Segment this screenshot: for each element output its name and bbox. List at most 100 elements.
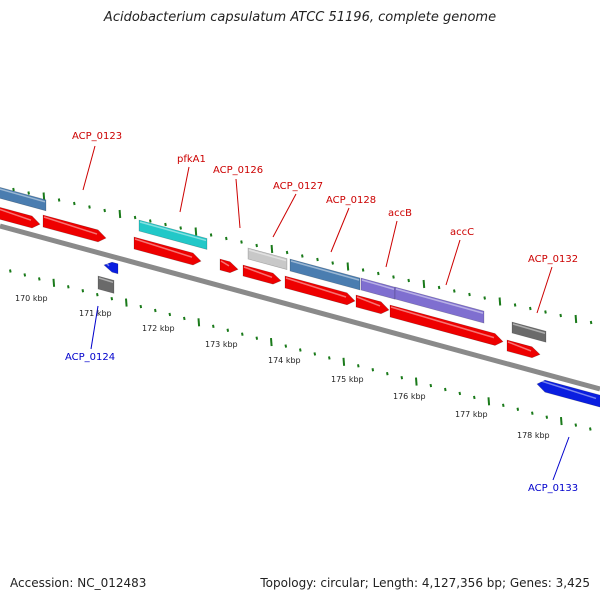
gene-feature (219, 258, 239, 274)
gene-label: ACP_0127 (273, 181, 323, 192)
ruler-tick (316, 257, 319, 262)
gene-label: accC (450, 227, 474, 238)
ruler-tick (73, 201, 76, 206)
gene-feature (394, 286, 485, 324)
gene-feature (536, 379, 600, 408)
ruler-tick (110, 296, 114, 301)
gene-highlight (537, 379, 597, 400)
gene-highlight (243, 266, 273, 279)
ruler-tick (468, 292, 471, 297)
ruler-tick (516, 407, 520, 411)
genome-summary-text: Topology: circular; Length: 4,127,356 bp… (260, 576, 590, 590)
gene-label: ACP_0133 (528, 483, 578, 494)
gene-highlight (507, 341, 532, 352)
ruler-tick (96, 293, 99, 297)
ruler-tick (574, 423, 578, 427)
gene-highlight (285, 277, 347, 298)
gene-feature (133, 236, 202, 266)
ruler-tick (392, 275, 395, 279)
ruler-tick-label: 175 kbp (331, 375, 364, 384)
ruler-tick (487, 397, 491, 406)
genome-backbone (0, 223, 600, 392)
gene-highlight (139, 221, 207, 242)
ruler-tick (531, 411, 534, 415)
gene-label: ACP_0123 (72, 131, 122, 142)
ruler-tick (529, 306, 532, 311)
ruler-tick (52, 278, 56, 287)
ruler-tick (357, 364, 360, 368)
inner-ruler-ticks (9, 269, 592, 431)
ruler-tick (498, 297, 502, 306)
ruler-tick (331, 261, 334, 265)
ruler-tick (225, 236, 228, 241)
gene-label: ACP_0124 (65, 352, 115, 363)
ruler-tick (285, 250, 289, 255)
ruler-tick (371, 368, 375, 372)
ruler-tick (27, 191, 30, 195)
ruler-tick-label: 174 kbp (268, 356, 301, 365)
gene-feature (506, 339, 541, 359)
ruler-tick (574, 314, 578, 324)
gene-feature (360, 277, 396, 300)
gene-feature (284, 275, 356, 306)
ruler-tick (400, 375, 404, 380)
ruler-tick-label: 177 kbp (455, 410, 488, 419)
ruler-tick (429, 383, 433, 388)
ruler-tick (386, 372, 389, 376)
gene-highlight (248, 249, 287, 262)
label-connector (552, 436, 570, 481)
gene-feature (103, 261, 119, 275)
gene-feature (242, 264, 282, 285)
ruler-tick (415, 377, 418, 386)
ruler-tick (589, 320, 593, 325)
gene-highlight (512, 323, 546, 334)
gene-labels: ACP_0123 pfkA1 ACP_0126 ACP_0127ACP_0128acc… (65, 131, 578, 494)
gene-feature (0, 207, 41, 229)
gene-highlight (356, 296, 381, 307)
ruler-tick (502, 403, 505, 407)
ruler-tick (299, 348, 302, 352)
gene-label: accB (388, 208, 412, 219)
ruler-tick-label: 171 kbp (79, 309, 112, 318)
gene-highlight (43, 216, 98, 235)
gene-features (0, 187, 600, 408)
ruler-tick (183, 316, 186, 321)
ruler-tick-labels: 170 kbp 171 kbp 172 kbp 173 kbp 174 kbp 175 k… (15, 294, 550, 440)
gene-highlight (134, 238, 193, 258)
ruler-tick (453, 289, 456, 293)
gene-highlight (98, 277, 114, 284)
ruler-tick (168, 312, 172, 317)
gene-highlight (390, 306, 495, 339)
gene-highlight (0, 208, 32, 221)
label-connector (235, 178, 241, 229)
ruler-tick (9, 269, 12, 273)
accession-text: Accession: NC_012483 (10, 576, 147, 590)
gene-feature (97, 275, 115, 294)
label-connector (330, 207, 350, 253)
ruler-tick (559, 313, 562, 318)
ruler-tick (270, 244, 274, 254)
ruler-tick (589, 427, 592, 431)
ruler-tick (342, 357, 346, 366)
ruler-tick (313, 352, 317, 356)
gene-feature (247, 247, 288, 270)
genome-title: Acidobacterium capsulatum ATCC 51196, co… (103, 10, 497, 25)
ruler-tick (437, 285, 441, 290)
ruler-tick (255, 336, 259, 340)
gene-label: ACP_0132 (528, 254, 578, 265)
ruler-tick-label: 176 kbp (393, 392, 426, 401)
ruler-tick (513, 303, 517, 307)
gene-feature (389, 304, 504, 346)
ruler-tick (328, 356, 331, 360)
gene-feature (42, 214, 107, 243)
gene-label: pfkA1 (177, 154, 206, 165)
outer-ruler-ticks (12, 187, 593, 325)
gene-highlight (104, 261, 110, 267)
ruler-tick (125, 298, 128, 307)
ruler-tick (42, 192, 46, 201)
ruler-tick (57, 198, 61, 202)
ruler-tick (444, 387, 447, 392)
ruler-tick (270, 338, 273, 347)
label-connector (536, 266, 553, 314)
